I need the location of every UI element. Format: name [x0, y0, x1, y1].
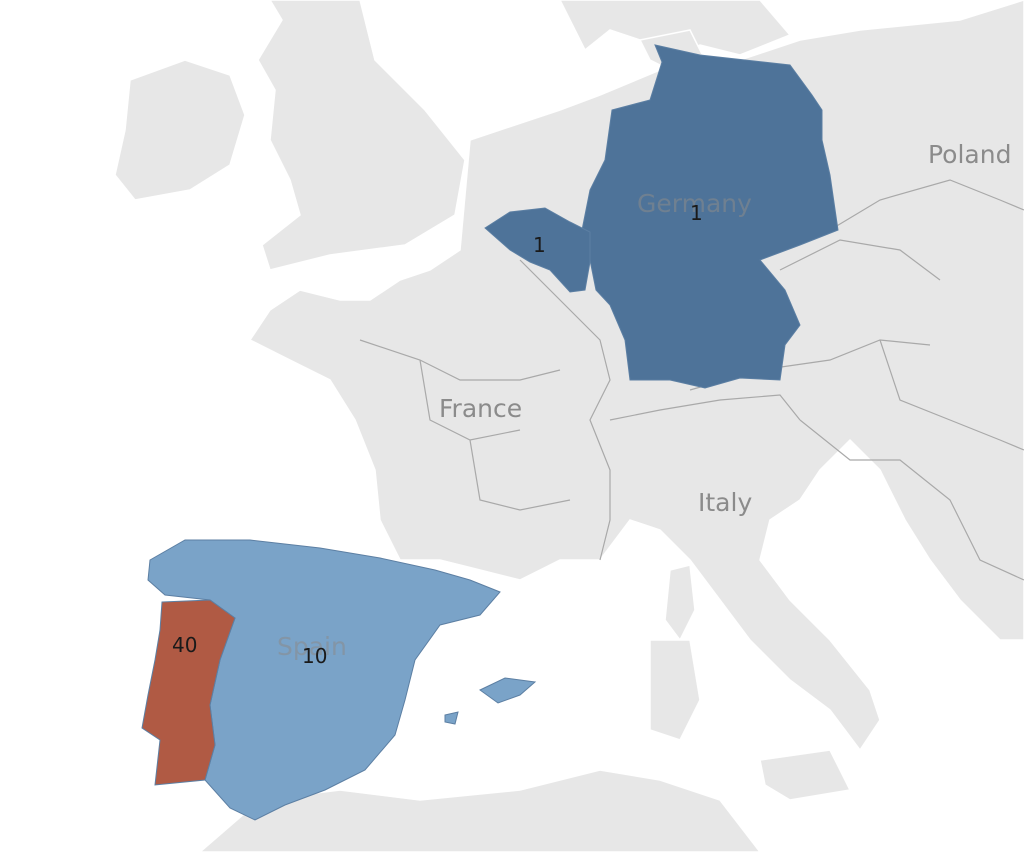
border-czech	[779, 239, 941, 281]
border-france-regions	[359, 339, 571, 511]
sardinia-shape	[649, 639, 701, 741]
border-balkans	[799, 419, 1024, 581]
balearic-islands-region	[479, 677, 537, 704]
corsica-shape	[664, 564, 696, 642]
ibiza-region	[444, 711, 459, 725]
value-label-portugal: 40	[172, 633, 197, 657]
belgium-region[interactable]	[484, 207, 591, 293]
border-france-east	[519, 259, 611, 561]
country-label-spain: Spain	[277, 632, 347, 661]
country-label-poland: Poland	[928, 140, 1011, 169]
ireland-shape	[114, 59, 246, 201]
country-label-germany: Germany	[637, 189, 752, 218]
value-label-germany: 1	[690, 201, 703, 225]
portugal-region[interactable]	[141, 599, 236, 786]
border-poland	[829, 179, 1024, 231]
great-britain-shape	[257, 0, 466, 271]
sicily-shape	[759, 749, 852, 801]
value-label-spain: 10	[302, 644, 327, 668]
border-balkans-2	[879, 339, 1024, 451]
germany-region[interactable]	[579, 44, 839, 389]
country-label-italy: Italy	[698, 488, 752, 517]
border-italy-north	[609, 394, 801, 421]
value-label-belgium: 1	[533, 233, 546, 257]
country-label-france: France	[439, 394, 522, 423]
